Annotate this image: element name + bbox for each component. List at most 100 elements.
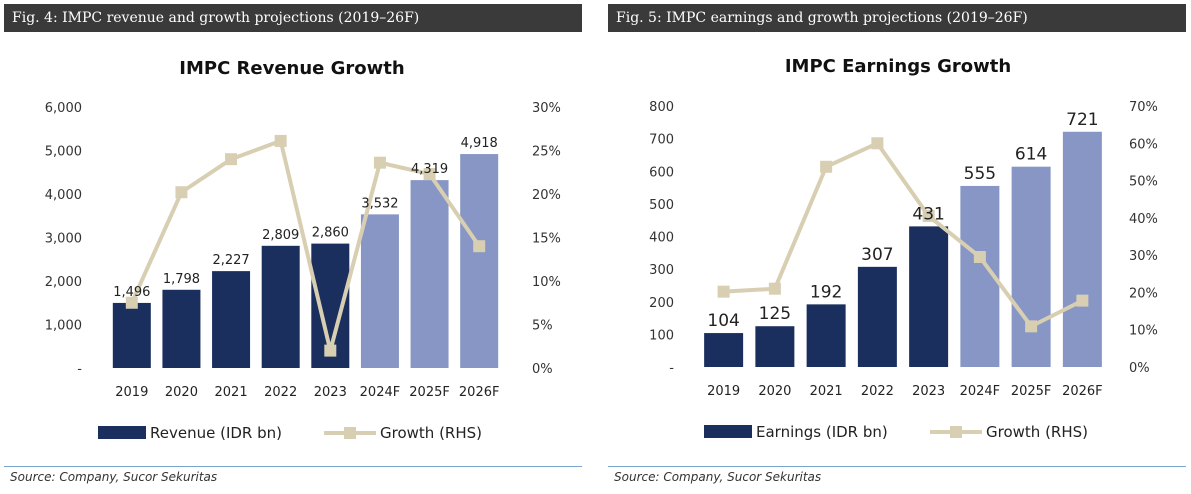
right-axis-tick: 50% bbox=[1129, 175, 1158, 190]
category-label: 2026F bbox=[459, 385, 500, 400]
source-note: Source: Company, Sucor Sekuritas bbox=[614, 470, 822, 484]
growth-marker bbox=[973, 251, 986, 264]
bar-value-label: 721 bbox=[1066, 110, 1098, 130]
bar-value-label: 125 bbox=[759, 304, 791, 324]
left-axis-tick: 400 bbox=[649, 231, 674, 246]
growth-marker bbox=[820, 160, 833, 173]
right-axis-tick: 0% bbox=[1129, 361, 1150, 376]
category-label: 2021 bbox=[810, 384, 843, 399]
bar-value-label: 431 bbox=[912, 204, 944, 224]
left-axis-tick: 800 bbox=[649, 100, 674, 115]
growth-marker bbox=[717, 285, 730, 298]
right-axis-tick: 5% bbox=[532, 319, 553, 334]
bar bbox=[410, 180, 449, 368]
category-label: 2022 bbox=[264, 385, 297, 400]
bar bbox=[857, 266, 897, 367]
growth-marker bbox=[274, 134, 287, 147]
bar bbox=[909, 226, 949, 367]
figure-header: Fig. 5: IMPC earnings and growth project… bbox=[608, 4, 1186, 32]
category-label: 2019 bbox=[115, 385, 148, 400]
category-label: 2023 bbox=[912, 384, 945, 399]
right-axis-tick: 10% bbox=[1129, 324, 1158, 339]
bar-value-label: 4,319 bbox=[411, 162, 448, 177]
source-divider bbox=[4, 466, 582, 467]
figure-panel-revenue: Fig. 4: IMPC revenue and growth projecti… bbox=[4, 0, 582, 494]
growth-marker bbox=[125, 296, 138, 309]
category-label: 2025F bbox=[1011, 384, 1052, 399]
bar bbox=[806, 304, 846, 367]
left-axis-tick: 5,000 bbox=[45, 145, 82, 160]
bar-value-label: 307 bbox=[861, 245, 893, 265]
right-axis-tick: 25% bbox=[532, 145, 561, 160]
bar bbox=[1062, 131, 1102, 367]
source-divider bbox=[608, 466, 1186, 467]
right-axis-tick: 0% bbox=[532, 362, 553, 377]
legend-label: Revenue (IDR bn) bbox=[150, 424, 282, 442]
growth-marker bbox=[324, 344, 337, 357]
category-label: 2020 bbox=[758, 384, 791, 399]
right-axis-tick: 70% bbox=[1129, 100, 1158, 115]
bar-value-label: 2,809 bbox=[262, 228, 299, 243]
legend-swatch-marker bbox=[950, 426, 962, 438]
category-label: 2020 bbox=[165, 385, 198, 400]
growth-marker bbox=[423, 167, 436, 180]
left-axis-tick: 2,000 bbox=[45, 275, 82, 290]
right-axis-tick: 20% bbox=[1129, 286, 1158, 301]
bar-value-label: 2,227 bbox=[212, 253, 249, 268]
category-label: 2025F bbox=[409, 385, 450, 400]
left-axis-tick: 300 bbox=[649, 263, 674, 278]
growth-marker bbox=[922, 209, 935, 222]
chart-title: IMPC Revenue Growth bbox=[179, 58, 404, 79]
right-axis-tick: 15% bbox=[532, 232, 561, 247]
bar-value-label: 192 bbox=[810, 282, 842, 302]
bar-value-label: 4,918 bbox=[461, 136, 498, 151]
left-axis-tick: 200 bbox=[649, 296, 674, 311]
right-axis-tick: 30% bbox=[532, 101, 561, 116]
bar-value-label: 555 bbox=[964, 164, 996, 184]
figure-panel-earnings: Fig. 5: IMPC earnings and growth project… bbox=[608, 0, 1186, 494]
bar-value-label: 614 bbox=[1015, 145, 1047, 165]
left-axis-tick: - bbox=[669, 361, 674, 376]
right-axis-tick: 20% bbox=[532, 188, 561, 203]
growth-marker bbox=[1025, 320, 1038, 333]
bar bbox=[261, 245, 300, 368]
left-axis-tick: 1,000 bbox=[45, 319, 82, 334]
right-axis-tick: 30% bbox=[1129, 249, 1158, 264]
figure-header: Fig. 4: IMPC revenue and growth projecti… bbox=[4, 4, 582, 32]
legend-swatch-bars bbox=[98, 426, 146, 439]
legend-label: Growth (RHS) bbox=[380, 424, 482, 442]
growth-marker bbox=[1076, 294, 1089, 307]
bar-value-label: 3,532 bbox=[361, 196, 398, 211]
right-axis-tick: 60% bbox=[1129, 137, 1158, 152]
bar-value-label: 1,798 bbox=[163, 272, 200, 287]
source-note: Source: Company, Sucor Sekuritas bbox=[10, 470, 218, 484]
left-axis-tick: 700 bbox=[649, 133, 674, 148]
earnings-chart: IMPC Earnings Growth - 100 200 300 400 500 600 7… bbox=[649, 56, 1158, 441]
category-label: 2019 bbox=[707, 384, 740, 399]
category-label: 2026F bbox=[1062, 384, 1103, 399]
category-label: 2024F bbox=[360, 385, 401, 400]
growth-marker bbox=[871, 137, 884, 150]
bar bbox=[755, 326, 795, 367]
left-axis-tick: 4,000 bbox=[45, 188, 82, 203]
bar-value-label: 104 bbox=[707, 311, 739, 331]
growth-line bbox=[723, 141, 1084, 329]
legend-label: Growth (RHS) bbox=[986, 423, 1088, 441]
bar bbox=[112, 302, 151, 368]
legend-label: Earnings (IDR bn) bbox=[756, 423, 888, 441]
left-axis-tick: 100 bbox=[649, 328, 674, 343]
growth-marker bbox=[373, 156, 386, 169]
category-label: 2021 bbox=[215, 385, 248, 400]
growth-line bbox=[129, 138, 481, 353]
growth-marker bbox=[175, 186, 188, 199]
right-axis-tick: 40% bbox=[1129, 212, 1158, 227]
bar-value-label: 1,496 bbox=[113, 285, 150, 300]
bar bbox=[360, 214, 399, 368]
left-axis-tick: 500 bbox=[649, 198, 674, 213]
bar bbox=[1011, 166, 1051, 367]
left-axis-tick: 6,000 bbox=[45, 101, 82, 116]
growth-marker bbox=[473, 240, 486, 253]
category-label: 2023 bbox=[314, 385, 347, 400]
left-axis-tick: 600 bbox=[649, 165, 674, 180]
growth-marker bbox=[768, 282, 781, 295]
